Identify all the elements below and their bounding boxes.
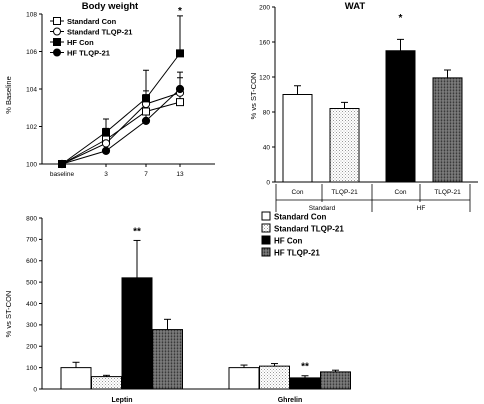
wat-group-label: HF <box>417 205 426 212</box>
wat-group-label: Standard <box>309 205 336 212</box>
category-label-leptin: Leptin <box>112 397 133 404</box>
wat-bar-1 <box>282 94 313 183</box>
legend-swatch-hf-con <box>261 235 271 245</box>
body-weight-series: * <box>57 6 185 169</box>
bar-leptin-standard-con <box>60 367 92 390</box>
wat-ytick-label: 120 <box>259 74 270 81</box>
body-weight-ytick-label: 104 <box>26 86 37 93</box>
leptin-ghrelin-ytick-label: 500 <box>26 279 37 286</box>
legend-swatch-standard-con <box>261 211 271 221</box>
leptin-ghrelin-ytick-label: 200 <box>26 344 37 351</box>
wat-bar-4 <box>432 77 463 183</box>
leptin-ghrelin-ytick-label: 100 <box>26 365 37 372</box>
significance-marker-leptin: ** <box>133 226 141 237</box>
body-weight-title: Body weight <box>82 1 139 12</box>
wat-category-label: Con <box>292 189 304 196</box>
wat-bars: Con TLQP-21 Con TLQP-21 Standard HF * <box>275 13 471 212</box>
leptin-ghrelin-legend: Standard Con Standard TLQP-21 HF Con HF TLQ… <box>261 211 344 258</box>
wat-ytick-label: 40 <box>263 144 271 151</box>
body-weight-ytick-label: 108 <box>26 11 37 18</box>
body-weight-xtick-label: baseline <box>50 171 75 178</box>
leptin-ghrelin-ytick-label: 600 <box>26 258 37 265</box>
bar-leptin-hf-tlqp-21 <box>152 329 183 390</box>
leptin-ghrelin-ytick-label: 0 <box>33 386 37 393</box>
wat-ticks: 0 40 80 120 160 200 <box>259 4 275 186</box>
bar-ghrelin-hf-tlqp-21 <box>320 371 351 390</box>
legend-label-hf-con: HF Con <box>67 38 94 47</box>
legend-marker-hf-tlqp-21 <box>53 48 61 57</box>
legend-label-hf-tlqp-21: HF TLQP-21 <box>67 49 110 58</box>
legend-marker-standard-con <box>53 17 61 25</box>
series-line-hf-tlqp-21 <box>61 88 181 165</box>
body-weight-chart: Body weight % Baseline 100 102 104 106 108 ba… <box>4 1 215 178</box>
legend-swatch-hf-tlqp-21 <box>261 247 271 257</box>
series-line-standard-tlqp-21 <box>61 92 181 165</box>
point-hf-tlqp-21 <box>57 159 67 169</box>
leptin-ghrelin-ytick-label: 300 <box>26 322 37 329</box>
body-weight-xtick-label: 3 <box>104 171 108 178</box>
bar-leptin-standard-tlqp-21 <box>91 376 122 390</box>
series-line-standard-con <box>61 101 181 165</box>
point-standard-tlqp-21 <box>101 139 111 148</box>
point-hf-con <box>176 49 184 58</box>
legend-label-standard-con: Standard Con <box>67 17 117 26</box>
body-weight-ytick-label: 102 <box>26 124 37 131</box>
wat-category-label: Con <box>395 189 407 196</box>
leptin-ghrelin-ytick-label: 700 <box>26 237 37 244</box>
leptin-ghrelin-ylabel: % vs ST-CON <box>4 291 13 338</box>
legend-marker-hf-con <box>53 38 61 46</box>
body-weight-ylabel: % Baseline <box>4 76 13 114</box>
wat-ytick-label: 160 <box>259 39 270 46</box>
wat-ytick-label: 200 <box>259 4 270 11</box>
significance-marker: * <box>178 6 182 17</box>
wat-category-label: TLQP-21 <box>331 189 358 196</box>
body-weight-xtick-label: 7 <box>144 171 148 178</box>
body-weight-ytick-label: 106 <box>26 49 37 56</box>
wat-ylabel: % vs ST-CON <box>249 73 258 120</box>
legend-label-standard-tlqp-21: Standard TLQP-21 <box>67 28 132 37</box>
category-label-ghrelin: Ghrelin <box>278 397 303 404</box>
legend-label-hf-tlqp-21: HF TLQP-21 <box>274 249 320 258</box>
significance-marker-ghrelin: ** <box>301 362 309 373</box>
legend-label-hf-con: HF Con <box>274 237 303 246</box>
wat-ytick-label: 80 <box>263 109 271 116</box>
legend-label-standard-tlqp-21: Standard TLQP-21 <box>274 225 344 234</box>
point-standard-con <box>176 98 184 107</box>
legend-label-standard-con: Standard Con <box>274 213 327 222</box>
point-hf-con <box>102 128 110 137</box>
leptin-ghrelin-chart: % vs ST-CON 0 100 200 300 400 500 600 700 800 Le… <box>4 211 351 404</box>
leptin-ghrelin-ytick-label: 400 <box>26 301 37 308</box>
series-line-hf-con <box>61 53 181 165</box>
point-hf-con <box>142 94 150 103</box>
legend-swatch-standard-tlqp-21 <box>261 223 271 233</box>
leptin-ghrelin-bars: Leptin Ghrelin ** ** <box>60 226 351 404</box>
legend-marker-standard-tlqp-21 <box>53 27 61 36</box>
wat-significance-marker: * <box>399 13 403 24</box>
leptin-ghrelin-ticks: 0 100 200 300 400 500 600 700 800 <box>26 215 42 393</box>
wat-title: WAT <box>345 1 366 12</box>
body-weight-xtick-label: 13 <box>176 171 184 178</box>
point-hf-tlqp-21 <box>141 116 151 125</box>
wat-bar-2 <box>329 108 360 183</box>
bar-ghrelin-standard-tlqp-21 <box>259 365 290 390</box>
wat-ytick-label: 0 <box>266 179 270 186</box>
bar-ghrelin-standard-con <box>228 367 260 390</box>
wat-chart: WAT % vs ST-CON 0 40 80 120 160 200 Con TLQP-2… <box>249 1 478 212</box>
leptin-ghrelin-ytick-label: 800 <box>26 215 37 222</box>
point-hf-tlqp-21 <box>101 146 111 155</box>
point-standard-con <box>142 107 150 116</box>
body-weight-ticks: 100 102 104 106 108 baseline 3 7 13 <box>26 11 184 178</box>
wat-bar-3 <box>385 50 416 183</box>
bar-leptin-hf-con <box>121 277 153 390</box>
bar-ghrelin-hf-con <box>289 377 321 390</box>
body-weight-ytick-label: 100 <box>26 161 37 168</box>
point-hf-tlqp-21 <box>175 84 185 94</box>
wat-category-label: TLQP-21 <box>434 189 461 196</box>
